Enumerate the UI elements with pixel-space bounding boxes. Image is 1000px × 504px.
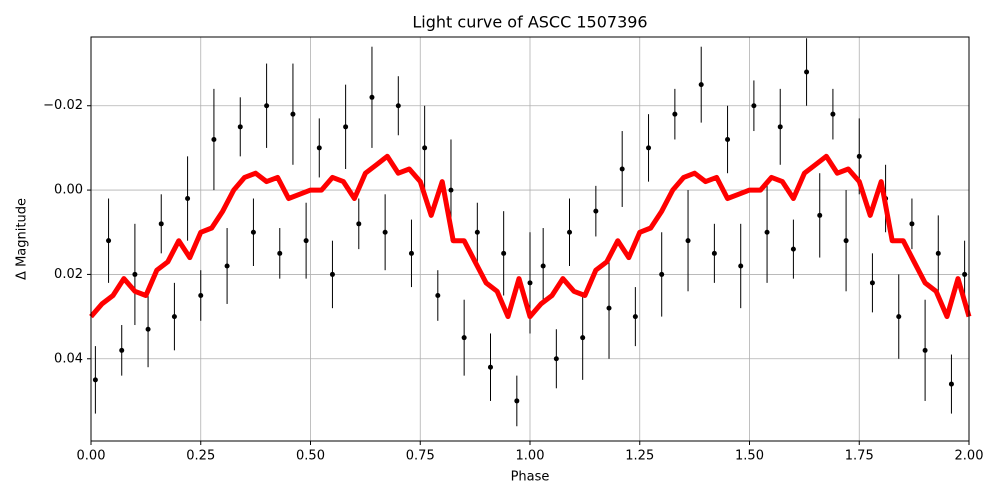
data-point (935, 250, 941, 256)
data-point (830, 111, 836, 117)
data-point (461, 335, 467, 341)
data-point (777, 124, 783, 130)
data-point (580, 335, 586, 341)
data-point (422, 145, 428, 151)
data-point (106, 238, 112, 244)
data-point (540, 263, 546, 269)
y-tick-label: 0.02 (54, 267, 83, 282)
x-tick-label: 0.00 (77, 449, 106, 464)
data-point (817, 212, 823, 218)
data-point (553, 356, 559, 362)
data-point (790, 246, 796, 252)
data-point (725, 136, 731, 142)
data-point (448, 187, 454, 193)
data-point (962, 271, 968, 277)
data-point (250, 229, 256, 235)
data-point (646, 145, 652, 151)
data-point (277, 250, 283, 256)
data-point (856, 153, 862, 159)
data-point (948, 381, 954, 387)
data-point (738, 263, 744, 269)
data-point (290, 111, 296, 117)
data-point (685, 238, 691, 244)
data-point (158, 221, 164, 227)
data-point (619, 166, 625, 172)
data-point (711, 250, 717, 256)
y-tick-label: 0.04 (54, 351, 83, 366)
data-point (408, 250, 414, 256)
data-point (698, 82, 704, 88)
x-tick-label: 1.00 (516, 449, 545, 464)
data-point (343, 124, 349, 130)
curve (89, 153, 972, 320)
data-point (514, 398, 520, 404)
data-point (92, 377, 98, 383)
data-point (896, 314, 902, 320)
data-point (316, 145, 322, 151)
data-point (185, 196, 191, 202)
data-point (382, 229, 388, 235)
data-point (395, 103, 401, 109)
data-point (659, 271, 665, 277)
y-tick-label: 0.00 (54, 183, 83, 198)
data-point (198, 293, 204, 299)
data-point (369, 94, 375, 100)
x-tick-label: 0.50 (296, 449, 325, 464)
x-tick-label: 1.75 (845, 449, 874, 464)
data-point (119, 347, 125, 353)
data-point (632, 314, 638, 320)
data-point (672, 111, 678, 117)
x-tick-label: 0.25 (186, 449, 215, 464)
data-point (869, 280, 875, 286)
chart-title: Light curve of ASCC 1507396 (412, 13, 647, 32)
data-point (922, 347, 928, 353)
data-point (501, 250, 507, 256)
data-point (909, 221, 915, 227)
data-point (606, 305, 612, 311)
data-point (264, 103, 270, 109)
data-point (527, 280, 533, 286)
data-point (303, 238, 309, 244)
data-point (487, 364, 493, 370)
data-point (132, 271, 138, 277)
data-point (224, 263, 230, 269)
plot-frame (90, 36, 970, 442)
y-tick-label: −0.02 (43, 98, 83, 113)
data-point (171, 314, 177, 320)
data-point (237, 124, 243, 130)
data-point (474, 229, 480, 235)
x-tick-label: 1.25 (625, 449, 654, 464)
x-tick-label: 1.50 (735, 449, 764, 464)
x-tick-label: 0.75 (406, 449, 435, 464)
x-tick-label: 2.00 (955, 449, 984, 464)
data-point (356, 221, 362, 227)
data-point (804, 69, 810, 75)
data-point (145, 326, 151, 332)
y-axis-label: Δ Magnitude (15, 198, 30, 280)
data-point (435, 293, 441, 299)
data-point (593, 208, 599, 214)
data-point (843, 238, 849, 244)
data-point (751, 103, 757, 109)
data-point (211, 136, 217, 142)
data-point (764, 229, 770, 235)
x-axis-label: Phase (511, 470, 550, 485)
data-point (329, 271, 335, 277)
data-point (567, 229, 573, 235)
